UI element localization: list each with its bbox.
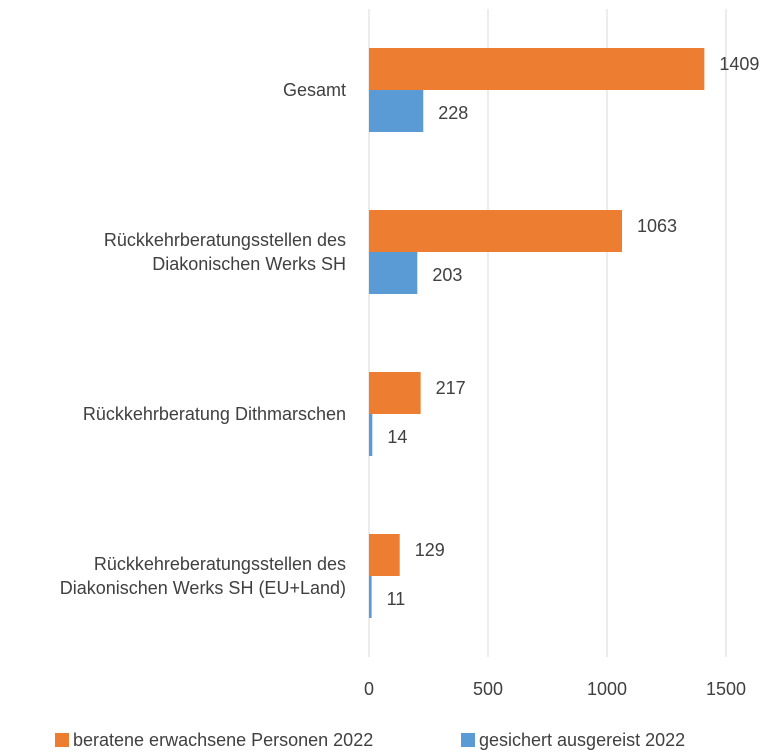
category-label: Rückkehrberatungsstellen des Diakonische… — [103, 230, 346, 274]
legend-swatch — [461, 733, 475, 747]
bar — [369, 372, 421, 414]
value-label: 1063 — [637, 216, 677, 236]
value-label: 217 — [436, 378, 466, 398]
legend-label: beratene erwachsene Personen 2022 — [73, 730, 373, 750]
category-label: Rückkehrberatung Dithmarschen — [82, 404, 346, 424]
value-label: 129 — [415, 540, 445, 560]
value-label: 1409 — [719, 54, 759, 74]
bar — [369, 210, 622, 252]
category-label: Gesamt — [282, 80, 346, 100]
value-label: 14 — [387, 427, 407, 447]
bar — [369, 534, 400, 576]
bar — [369, 576, 372, 618]
x-tick-label: 500 — [473, 679, 503, 699]
x-tick-label: 1500 — [706, 679, 746, 699]
bar — [369, 252, 418, 294]
value-label: 203 — [432, 265, 462, 285]
x-tick-label: 1000 — [587, 679, 627, 699]
bar — [369, 48, 705, 90]
x-tick-label: 0 — [364, 679, 374, 699]
legend-label: gesichert ausgereist 2022 — [479, 730, 685, 750]
value-label: 228 — [438, 103, 468, 123]
value-label: 11 — [387, 589, 406, 609]
legend-swatch — [55, 733, 69, 747]
bar — [369, 90, 424, 132]
category-label: Rückkehreberatungsstellen des Diakonisch… — [59, 554, 346, 598]
bar — [369, 414, 373, 456]
